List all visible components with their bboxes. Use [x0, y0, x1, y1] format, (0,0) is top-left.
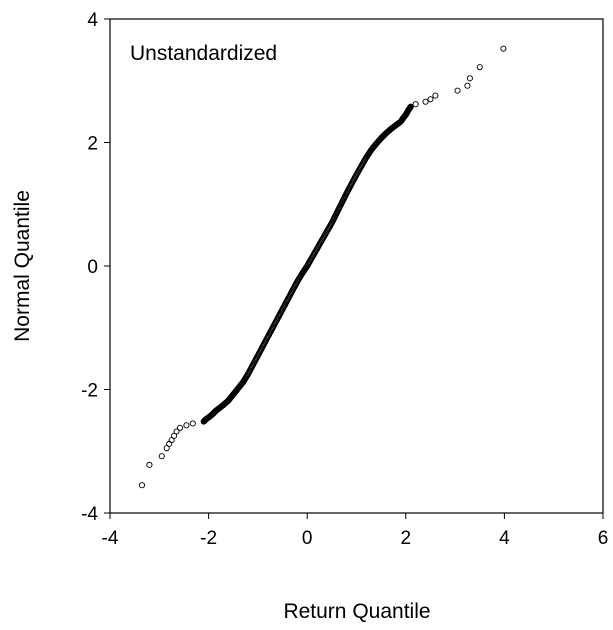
x-tick-label: -2 — [200, 528, 217, 549]
y-tick-label: -2 — [81, 381, 98, 402]
plot-frame — [109, 18, 604, 514]
data-point — [189, 420, 196, 427]
data-point — [466, 75, 473, 82]
data-point — [464, 82, 471, 89]
x-tick-label: 4 — [499, 528, 510, 549]
data-points — [138, 45, 507, 489]
axes: -4 -2 0 2 4 6 4 2 0 -2 -4 — [81, 10, 608, 549]
y-tick-label: 2 — [87, 134, 98, 155]
x-tick-label: 0 — [302, 528, 313, 549]
data-point — [158, 453, 165, 460]
data-point — [176, 424, 184, 431]
data-point — [476, 64, 483, 71]
plot-annotation: Unstandardized — [130, 42, 277, 65]
x-tick-label: 2 — [401, 528, 412, 549]
x-axis-title: Return Quantile — [283, 600, 430, 623]
y-tick-label: 4 — [87, 10, 98, 31]
data-point — [138, 482, 146, 489]
y-tick-label: -4 — [81, 504, 98, 525]
data-point — [422, 98, 429, 105]
data-point — [407, 103, 414, 110]
x-tick-label: 6 — [598, 528, 609, 549]
data-point — [173, 428, 180, 435]
y-axis-title: Normal Quantile — [11, 190, 34, 342]
data-point — [412, 101, 419, 108]
data-point — [166, 440, 173, 447]
data-point — [146, 461, 153, 468]
data-point — [432, 92, 439, 99]
y-tick-label: 0 — [87, 257, 98, 278]
data-point — [183, 422, 190, 429]
x-tick-label: -4 — [102, 528, 119, 549]
data-point — [500, 45, 507, 52]
data-point — [454, 87, 461, 94]
data-point — [427, 96, 434, 103]
